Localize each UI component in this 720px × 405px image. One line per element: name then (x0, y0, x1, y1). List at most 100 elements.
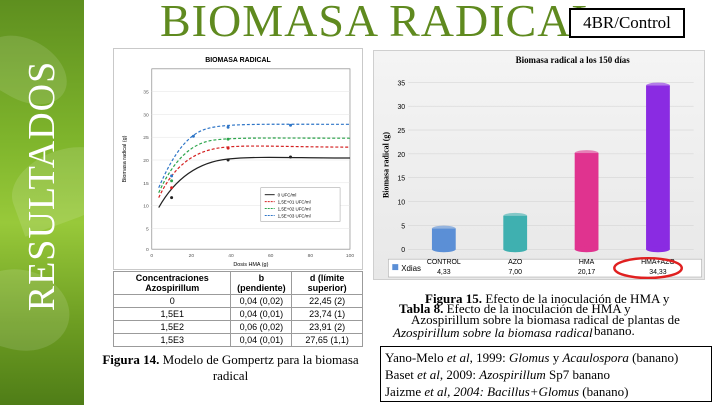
bar-base (431, 246, 456, 253)
bar-cap (646, 82, 670, 89)
bar-base (646, 246, 670, 253)
svg-text:10: 10 (143, 204, 149, 210)
svg-text:0: 0 (150, 253, 153, 259)
table-cell: 22,45 (2) (291, 294, 363, 308)
table-header: Concentraciones Azospirillum (112, 271, 232, 295)
table-header: b (pendiente) (230, 271, 293, 295)
lchart-series-1 (158, 123, 350, 188)
table-cell: 0,04 (0,01) (230, 333, 293, 347)
svg-text:80: 80 (308, 253, 314, 259)
tabla8-text-l2: Azospirillum sobre la biomasa radical de… (411, 312, 680, 327)
lchart-markers (170, 123, 293, 200)
figure-15-caption: Figura 15. Efecto de la inoculación de H… (393, 292, 713, 339)
rchart-y-tick: 0 (401, 247, 405, 254)
svg-text:5: 5 (146, 226, 149, 232)
lchart-legend: 0 UFC/ml 1,5E+01 UFC/ml 1,5E+02 UFC/ml 1… (260, 187, 341, 222)
bar-base (503, 246, 528, 253)
table-cell: 23,91 (2) (291, 320, 363, 334)
rchart-values: 4,33 7,00 20,17 34,33 (437, 269, 667, 276)
rchart-value-label: 20,17 (578, 269, 595, 276)
table-cell: 0,04 (0,01) (230, 307, 293, 321)
rchart-y-tick: 5 (401, 223, 405, 230)
bar-cap (574, 150, 599, 157)
rchart-value-label: 7,00 (508, 269, 522, 276)
rchart-y-tick: 25 (397, 128, 405, 135)
fig14-label: Figura 14. (102, 352, 160, 367)
rchart-legend-label: Xdias (401, 264, 421, 273)
tabla8-text-l1: Efecto de la inoculación de HMA y (443, 301, 631, 316)
lchart-legend-2: 1,5E+01 UFC/ml (278, 200, 311, 205)
sidebar-panel: RESULTADOS (0, 0, 84, 405)
bar (646, 85, 670, 250)
rchart-y-tick: 15 (397, 176, 405, 183)
rchart-data-table (388, 258, 702, 278)
table-cell: 1,5E3 (112, 333, 232, 347)
lchart-xlabel: Dosis HMA (g) (233, 262, 268, 268)
svg-text:100: 100 (346, 253, 354, 259)
lchart-gridlines (151, 91, 350, 229)
table-cell: 23,74 (1) (291, 307, 363, 321)
lchart-y-ticks: 35 30 25 20 15 10 5 0 (143, 90, 149, 254)
rchart-legend-swatch (392, 264, 399, 271)
table-cell: 0,04 (0,02) (230, 294, 293, 308)
table-header: d (límite superior) (291, 271, 363, 295)
lchart-series-2 (158, 137, 350, 193)
svg-text:30: 30 (143, 112, 149, 118)
reference-line: Yano-Melo et al, 1999: Glomus y Acaulosp… (385, 350, 679, 365)
fig15-text-l1: Efecto de la inoculación de HMA y (482, 291, 670, 306)
rchart-y-tick: 20 (397, 152, 405, 159)
rchart-value-label: 34,33 (649, 269, 666, 276)
lchart-ylabel: Biomasa radical (g) (122, 135, 128, 182)
lchart-plot-area (151, 68, 351, 250)
rchart-value-label: 4,33 (437, 269, 451, 276)
rchart-y-axis: 0 5 10 15 20 25 30 35 (397, 80, 694, 254)
lchart-x-ticks: 0 20 40 60 80 100 (150, 253, 354, 259)
bar (574, 153, 599, 250)
lchart-title: BIOMASA RADICAL (205, 57, 271, 64)
svg-text:60: 60 (268, 253, 274, 259)
lchart-legend-3: 1,5E+02 UFC/ml (278, 207, 311, 212)
table-row: 1,5E1 0,04 (0,01) 23,74 (1) (112, 307, 363, 321)
reference-line: Baset et al, 2009: Azospirillum Sp7 bana… (385, 367, 611, 382)
tabla8-text-l3: banano. (594, 323, 635, 338)
table-cell: 0,06 (0,02) (230, 320, 293, 334)
rchart-category-label: HMA (579, 259, 595, 266)
reference-line: Jaizme et al, 2004: Bacillus+Glomus (ban… (385, 384, 629, 399)
tabla8-label: Tabla 8. (399, 301, 444, 316)
gompertz-svg: BIOMASA RADICAL 35 30 25 20 15 10 5 0 0 20 40 6… (122, 57, 354, 268)
bar (431, 228, 456, 250)
highlight-ellipse (613, 256, 683, 280)
rchart-title: Biomasa radical a los 150 días (516, 55, 631, 65)
rchart-category-label: AZO (508, 259, 523, 266)
rchart-category-label: CONTROL (427, 259, 461, 266)
bar (503, 215, 528, 250)
rchart-categories: CONTROL AZO HMA HMA+AZO (427, 259, 675, 266)
svg-text:0: 0 (146, 247, 149, 253)
rchart-ylabel: Biomasa radical (g) (381, 132, 390, 198)
fig15-text-l2: Azospirillum sobre la biomasa radical (393, 325, 593, 340)
table-row: 1,5E3 0,04 (0,01) 27,65 (1,1) (112, 333, 363, 347)
table-cell: 1,5E1 (112, 307, 232, 321)
tabla-8-caption: Tabla 8. Efecto de la inoculación de HMA… (399, 301, 680, 338)
page-title: BIOMASA RADICAL (160, 0, 601, 46)
bar-chart-svg: Biomasa radical a los 150 días Biomasa r… (381, 55, 702, 280)
bar-chart: Biomasa radical a los 150 días Biomasa r… (373, 50, 705, 280)
side-label: RESULTADOS (21, 60, 63, 312)
rchart-y-tick: 10 (397, 200, 405, 207)
svg-text:15: 15 (143, 181, 149, 187)
fig14-text: Modelo de Gompertz para la biomasa radic… (159, 352, 359, 383)
lchart-series-3 (158, 145, 350, 198)
lchart-legend-1: 0 UFC/ml (278, 193, 297, 198)
bar-base (574, 246, 599, 253)
table-cell: 0 (112, 294, 232, 308)
references-box: Yano-Melo et al, 1999: Glomus y Acaulosp… (380, 346, 712, 402)
table-row: 0 0,04 (0,02) 22,45 (2) (112, 294, 363, 308)
figure-14-caption: Figura 14. Modelo de Gompertz para la bi… (88, 352, 373, 384)
lchart-legend-4: 1,5E+03 UFC/ml (278, 213, 311, 218)
table-row: 1,5E2 0,06 (0,02) 23,91 (2) (112, 320, 363, 334)
gompertz-table: Concentraciones Azospirillum b (pendient… (112, 271, 363, 347)
rchart-y-tick: 35 (397, 80, 405, 87)
bar-cap (431, 225, 456, 232)
fig15-label: Figura 15. (425, 291, 483, 306)
tag-box: 4BR/Control (569, 8, 685, 38)
